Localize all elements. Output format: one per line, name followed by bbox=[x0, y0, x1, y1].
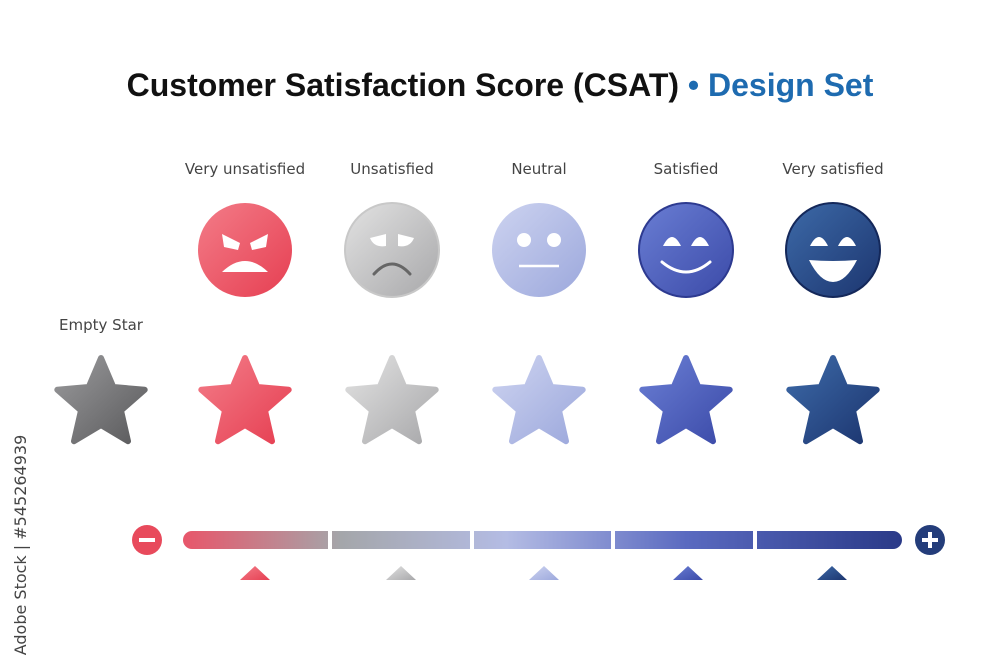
face-neutral bbox=[492, 203, 586, 297]
empty-star bbox=[54, 355, 148, 445]
rating-label: Very unsatisfied bbox=[185, 160, 305, 178]
rating-star bbox=[786, 355, 880, 445]
watermark: Adobe Stock | #545264939 bbox=[11, 435, 30, 656]
title: Customer Satisfaction Score (CSAT) • Des… bbox=[127, 67, 874, 103]
title-subtitle: Design Set bbox=[708, 67, 874, 103]
rating-star bbox=[492, 355, 586, 445]
rating-star bbox=[198, 355, 292, 445]
face-very-unsatisfied bbox=[198, 203, 292, 297]
pointers bbox=[240, 566, 847, 580]
face-unsatisfied bbox=[344, 202, 440, 298]
title-main: Customer Satisfaction Score (CSAT) bbox=[127, 67, 679, 103]
scale-bar bbox=[183, 531, 902, 549]
scale-dividers bbox=[328, 531, 757, 549]
rating-star bbox=[639, 355, 733, 445]
plus-button bbox=[915, 525, 945, 555]
empty-star-label: Empty Star bbox=[59, 316, 144, 334]
face-very-satisfied bbox=[785, 202, 881, 298]
rating-star bbox=[345, 355, 439, 445]
title-separator: • bbox=[688, 67, 699, 103]
rating-label: Satisfied bbox=[654, 160, 719, 178]
rating-label: Neutral bbox=[511, 160, 566, 178]
minus-button bbox=[132, 525, 162, 555]
face-satisfied bbox=[638, 202, 734, 298]
rating-label: Very satisfied bbox=[782, 160, 883, 178]
rating-label: Unsatisfied bbox=[350, 160, 434, 178]
